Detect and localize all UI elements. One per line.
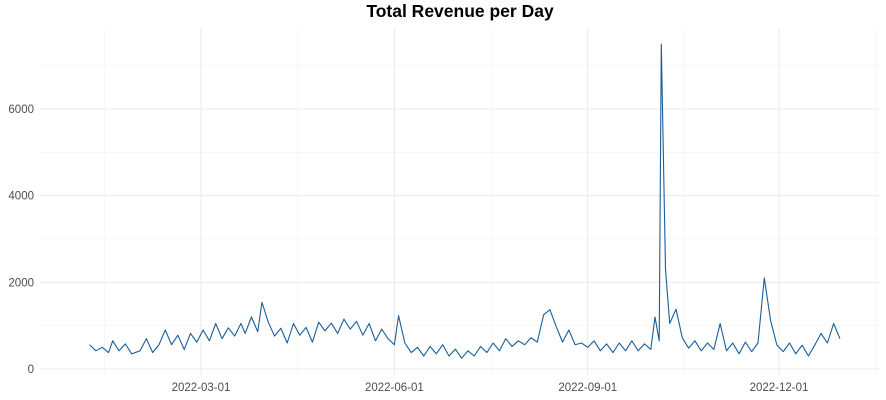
y-tick-label: 0 (28, 364, 34, 376)
x-tick-label: 2022-06-01 (365, 382, 424, 394)
y-tick-label: 2000 (8, 277, 34, 289)
grid-lines (40, 28, 880, 376)
y-tick-label: 6000 (8, 104, 34, 116)
x-tick-label: 2022-09-01 (558, 382, 617, 394)
x-tick-label: 2022-03-01 (172, 382, 231, 394)
chart-title: Total Revenue per Day (366, 1, 554, 21)
x-tick-label: 2022-12-01 (750, 382, 809, 394)
revenue-series-line (89, 43, 841, 359)
y-tick-label: 4000 (8, 191, 34, 203)
